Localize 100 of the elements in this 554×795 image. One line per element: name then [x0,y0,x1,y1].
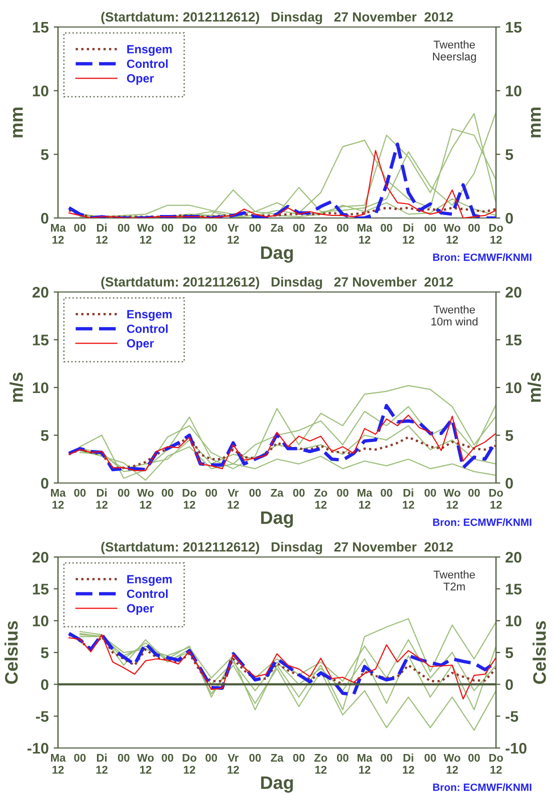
y2-tick-label: -10 [506,742,526,754]
x-tick-label: 00 [468,488,480,497]
y2-tick-label: 15 [506,334,522,346]
x-tick-label: Di 12 [96,488,108,509]
x-tick-label: 00 [424,224,436,232]
y-tick-label: 10 [32,382,48,394]
x-tick-label: 00 [118,754,130,762]
x-axis-title: Dag [261,246,293,263]
x-tick-label: 00 [293,754,305,762]
x-tick-label: Do 12 [182,488,196,509]
y-tick-label: 10 [32,86,48,96]
x-tick-label: 00 [380,224,392,232]
legend-label: Control [126,589,168,598]
x-tick-label: 00 [336,224,348,232]
x-tick-label: 00 [162,224,174,232]
y-axis-title: m/s [10,372,24,402]
legend-label: Oper [126,604,154,615]
legend-label: Ensgem [127,310,172,321]
y-tick-label: 5 [40,430,49,441]
y-tick-label: 20 [32,286,48,298]
y-tick-label: 0 [41,212,48,224]
x-tick-label: Do 12 [489,754,503,774]
annotation: Twenthe Neerslag [433,40,476,63]
x-tick-label: Di 12 [96,754,108,774]
x-tick-label: 00 [380,488,392,497]
legend-label: Oper [126,74,154,85]
x-tick-label: 00 [336,488,348,497]
x-tick-label: 00 [206,754,218,762]
x-tick-label: 00 [74,488,86,497]
y-tick-label: 0 [41,679,48,690]
x-tick-label: Do 12 [182,224,196,244]
y-tick-label: -10 [27,742,48,754]
x-tick-label: Di 12 [96,224,108,244]
x-tick-label: 00 [468,224,480,232]
y-tick-label: 15 [32,22,49,33]
x-tick-label: Ma 12 [358,224,372,244]
x-tick-label: 00 [380,754,392,762]
x-tick-label: Do 12 [489,488,503,509]
legend-label: Ensgem [127,575,172,586]
y2-axis-title: Celsius [532,621,546,684]
x-tick-label: Zo 12 [314,754,328,774]
text: Bron: ECMWF/KNMI [433,783,532,792]
y2-tick-label: 0 [506,478,513,489]
y2-tick-label: 10 [506,86,522,96]
x-tick-label: Vr 12 [228,488,239,509]
x-tick-label: Di 12 [402,488,414,509]
y2-tick-label: 5 [506,149,514,160]
x-tick-label: Zo 12 [314,488,328,509]
x-tick-label: 00 [162,754,174,762]
y-tick-label: 0 [41,478,48,489]
y2-tick-label: 20 [506,552,522,563]
x-tick-label: Wo 12 [444,754,460,774]
x-axis-title: Dag [261,776,293,793]
x-tick-label: 00 [206,488,218,497]
y2-axis-title: mm [530,108,541,138]
x-tick-label: Do 12 [182,754,196,774]
x-tick-label: 00 [249,224,261,232]
legend-label: Ensgem [127,45,172,56]
x-tick-label: 00 [249,488,261,497]
y2-tick-label: 15 [506,584,522,595]
y2-tick-label: 10 [506,616,522,626]
x-tick-label: Wo 12 [137,488,154,509]
x-tick-label: Wo 12 [444,224,460,244]
y2-tick-label: 15 [506,22,522,33]
y2-tick-label: 0 [506,679,513,690]
x-tick-label: Ma 12 [51,488,66,509]
y2-tick-label: 5 [506,648,514,658]
x-tick-label: 00 [206,224,218,232]
x-tick-label: Ma 12 [51,754,66,774]
x-tick-label: Vr 12 [228,754,239,774]
x-tick-label: 00 [118,488,130,497]
x-tick-label: Ma 12 [51,224,66,244]
x-tick-label: 00 [424,488,436,497]
x-tick-label: 00 [468,754,480,762]
chart-title: (Startdatum: 2012112612) Dinsdag 27 November 2012 [101,12,453,24]
legend-label: Control [126,59,168,68]
y-tick-label: 20 [32,552,48,563]
y2-tick-label: 20 [506,286,522,298]
x-tick-label: 00 [424,754,436,762]
x-tick-label: Di 12 [402,754,414,774]
x-tick-label: 00 [293,488,305,497]
x-tick-label: Za [270,754,284,762]
y-axis-title: mm [12,108,23,138]
chart-title: (Startdatum: 2012112612) Dinsdag 27 November 2012 [101,542,453,554]
y2-tick-label: 5 [506,430,514,441]
text: Bron: ECMWF/KNMI [433,253,532,262]
x-tick-label: 00 [336,754,348,762]
chart-title: (Startdatum: 2012112612) Dinsdag 27 November 2012 [101,276,453,290]
x-tick-label: 00 [118,224,130,232]
legend-label: Control [126,324,168,333]
x-tick-label: 00 [74,224,86,232]
text: Bron: ECMWF/KNMI [433,518,532,526]
x-tick-label: Do 12 [489,224,503,244]
x-tick-label: Wo 12 [137,224,154,244]
x-axis-title: Dag [261,511,293,528]
legend-label: Oper [126,339,154,350]
x-tick-label: Ma 12 [358,488,372,509]
y2-tick-label: -5 [506,711,518,722]
x-tick-label: Za [270,224,284,232]
x-tick-label: Za [270,488,284,497]
